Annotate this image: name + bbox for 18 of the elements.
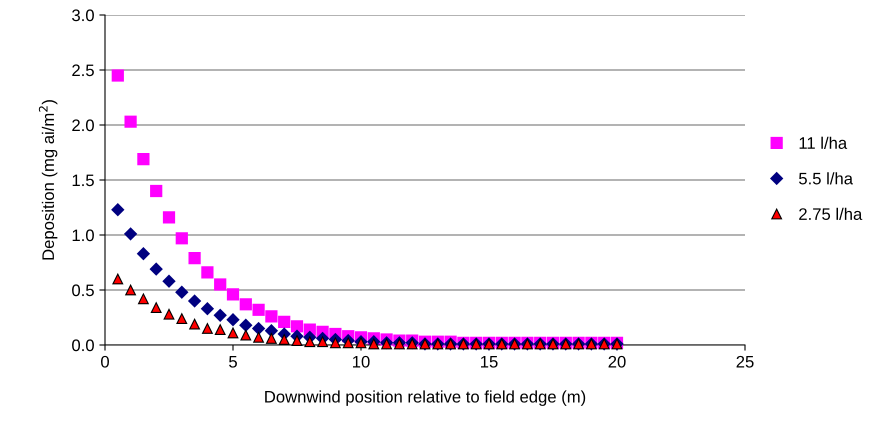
legend-label: 2.75 l/ha [799, 208, 862, 220]
y-tick-label: 0.5 [72, 284, 94, 296]
legend-label: 11 l/ha [800, 136, 848, 149]
y-tick-label: 2.0 [72, 119, 94, 132]
y-tick-label: 1.0 [72, 229, 94, 242]
x-tick-label: 10 [353, 356, 370, 368]
x-tick-label: 0 [101, 356, 109, 368]
y-tick-label: 2.5 [72, 64, 94, 76]
x-tick-label: 15 [481, 356, 498, 368]
x-tick-label: 5 [229, 356, 237, 368]
y-axis-title: Deposition (mg ai/m$^{2}$) [38, 100, 58, 260]
y-tick-label: 3.0 [72, 9, 94, 22]
x-tick-label: 20 [608, 356, 626, 368]
y-tick-label: 1.5 [72, 174, 94, 186]
x-axis-title: Downwind position relative to field edge (m) [265, 390, 586, 406]
y-tick-label: 0.0 [72, 339, 94, 352]
x-tick-label: 25 [736, 356, 754, 368]
legend-label: 5.5 l/ha [799, 172, 854, 184]
